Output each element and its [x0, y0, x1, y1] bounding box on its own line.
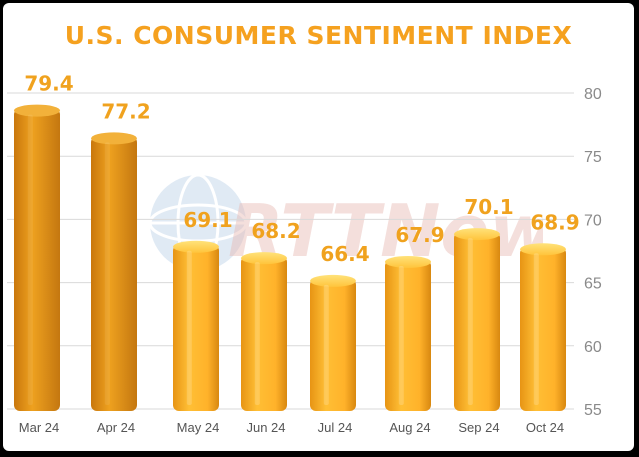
category-label: Oct 24: [526, 420, 564, 435]
bar-body: [91, 136, 137, 411]
category-label: Jul 24: [318, 420, 353, 435]
y-tick-label: 70: [584, 212, 602, 229]
bar: [91, 132, 137, 411]
bar: [520, 243, 566, 411]
y-tick-label: 60: [584, 339, 602, 356]
value-label: 70.1: [464, 195, 513, 219]
bar: [385, 255, 431, 411]
bar: [173, 240, 219, 411]
bar-highlight: [254, 262, 260, 405]
bar-cap: [14, 104, 60, 117]
bar: [14, 104, 60, 412]
value-label: 68.2: [251, 219, 300, 243]
bar-chart: 55 60 65 70 75 80 79.4 Mar 24 77.2 Apr 24 69.1 May …: [7, 72, 602, 435]
bar-body: [310, 278, 356, 411]
category-label: Aug 24: [389, 420, 430, 435]
y-tick-label: 75: [584, 149, 602, 166]
value-label: 66.4: [320, 242, 369, 266]
bar-cap: [385, 255, 431, 268]
bar-cap: [241, 252, 287, 265]
bar-body: [241, 256, 287, 411]
bars: [14, 104, 566, 412]
bar-body: [454, 232, 500, 411]
y-tick-label: 80: [584, 86, 602, 103]
bar-cap: [91, 132, 137, 145]
bar-highlight: [104, 142, 110, 405]
category-label: Sep 24: [458, 420, 499, 435]
bar-cap: [310, 274, 356, 287]
bar-body: [385, 259, 431, 411]
category-label: Apr 24: [97, 420, 135, 435]
value-label: 67.9: [395, 223, 444, 247]
y-tick-label: 55: [584, 402, 602, 419]
value-label: 68.9: [530, 210, 579, 234]
bar-highlight: [398, 265, 404, 405]
value-label: 77.2: [101, 99, 150, 123]
bar-body: [520, 247, 566, 411]
bar-highlight: [467, 238, 473, 405]
value-label: 79.4: [24, 72, 73, 96]
bar: [310, 274, 356, 411]
bar-body: [173, 244, 219, 411]
bar-cap: [173, 240, 219, 253]
bar: [241, 252, 287, 411]
bar-highlight: [533, 253, 539, 405]
chart-title: U.S. CONSUMER SENTIMENT INDEX: [64, 21, 573, 50]
category-label: Jun 24: [246, 420, 285, 435]
bar-cap: [454, 228, 500, 241]
category-label: Mar 24: [19, 420, 59, 435]
labels: 55 60 65 70 75 80 79.4 Mar 24 77.2 Apr 24 69.1 May …: [19, 72, 602, 435]
bar: [454, 228, 500, 411]
bar-highlight: [27, 114, 33, 406]
bar-highlight: [186, 250, 192, 405]
y-tick-label: 65: [584, 276, 602, 293]
category-label: May 24: [177, 420, 220, 435]
bar-highlight: [323, 284, 329, 405]
value-label: 69.1: [183, 208, 232, 232]
bar-cap: [520, 243, 566, 256]
bar-body: [14, 108, 60, 412]
